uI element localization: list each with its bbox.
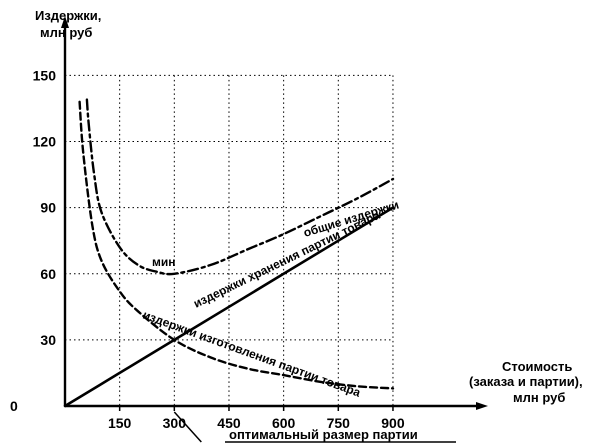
x-axis-label-line2: (заказа и партии),	[469, 374, 583, 389]
y-tick-label: 30	[40, 332, 56, 348]
min-label: мин	[152, 255, 176, 269]
y-tick-label: 150	[33, 67, 57, 83]
x-axis-label-line3: млн руб	[513, 390, 565, 405]
y-tick-label: 120	[33, 134, 57, 150]
origin-label: 0	[10, 398, 18, 414]
x-axis-label-line1: Стоимость	[502, 359, 572, 374]
y-axis-label-line2: млн руб	[40, 25, 92, 40]
x-tick-label: 900	[381, 415, 405, 431]
production-cost-curve	[78, 100, 395, 390]
holding-cost-label: издержки хранения партии товара	[191, 208, 382, 311]
series-lines	[63, 98, 395, 408]
grid	[65, 74, 394, 411]
optimum-pointer	[173, 411, 202, 443]
x-tick-label: 600	[272, 415, 296, 431]
axes	[61, 16, 488, 410]
total-cost-curve	[85, 98, 395, 276]
optimum-label: оптимальный размер партии	[229, 427, 418, 442]
holding-cost-line	[63, 206, 395, 408]
y-tick-label: 90	[40, 200, 56, 216]
x-tick-label: 450	[217, 415, 241, 431]
y-tick-label: 60	[40, 266, 56, 282]
y-axis-arrow	[61, 16, 69, 28]
x-axis-arrow	[476, 402, 488, 410]
y-axis-label-line1: Издержки,	[35, 8, 101, 23]
x-tick-label: 300	[163, 415, 187, 431]
tick-labels: 150 300 450 600 750 900 30 60 90 120 150	[33, 67, 405, 431]
x-tick-label: 150	[108, 415, 132, 431]
optimum-annotation: оптимальный размер партии	[173, 411, 456, 443]
x-tick-label: 750	[327, 415, 351, 431]
